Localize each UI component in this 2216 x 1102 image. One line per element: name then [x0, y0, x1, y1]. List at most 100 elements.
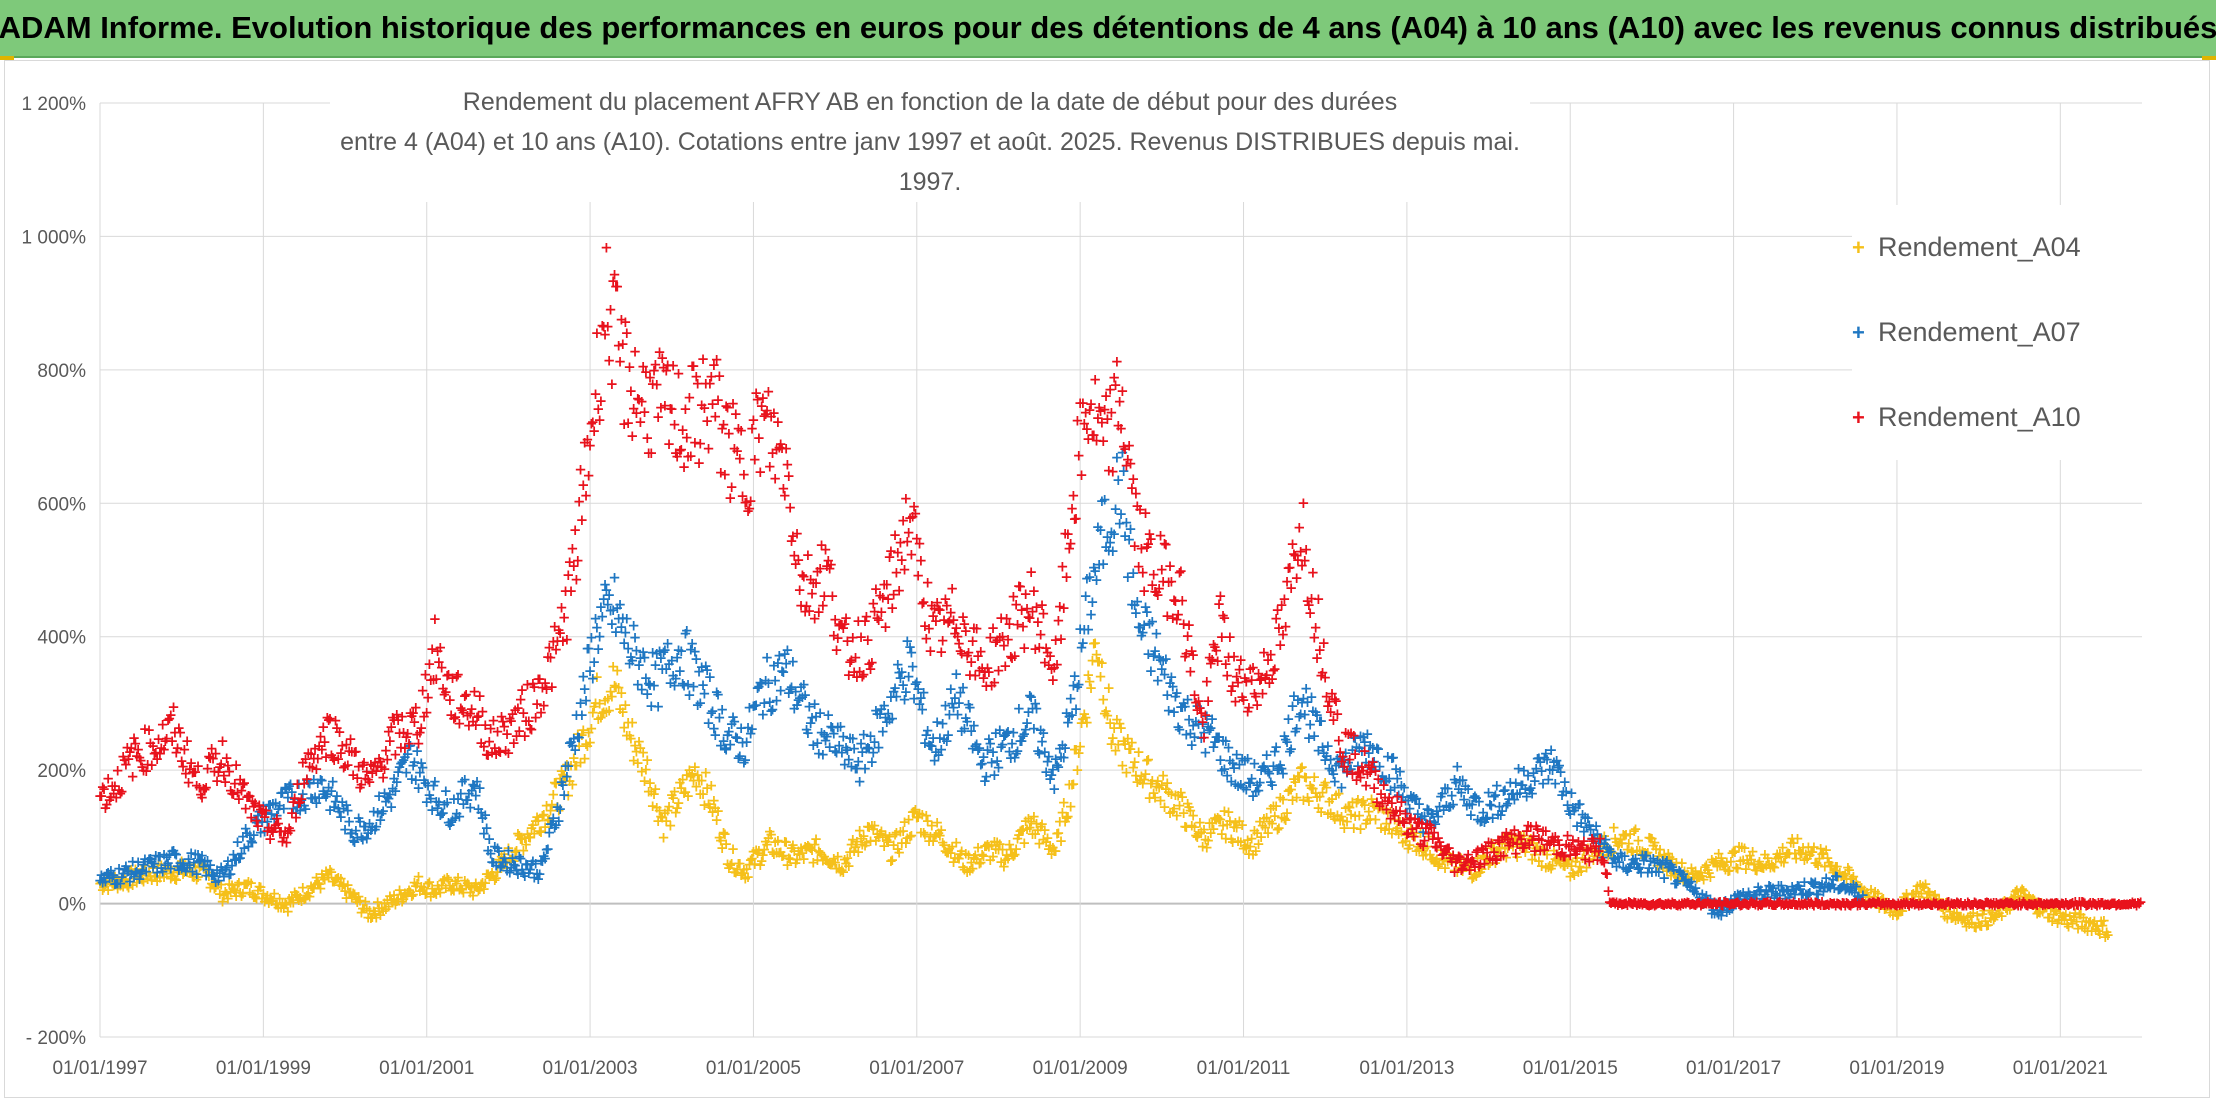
data-point: +: [1279, 618, 1292, 636]
data-point: +: [520, 835, 533, 853]
data-point: +: [557, 765, 570, 783]
data-point: +: [178, 863, 191, 881]
data-point: +: [286, 888, 299, 906]
x-tick-label: 01/01/2011: [1197, 1058, 1291, 1079]
data-point: +: [307, 879, 320, 897]
y-tick-label: - 200%: [26, 1028, 86, 1049]
data-point: +: [343, 884, 356, 902]
data-point: +: [355, 903, 368, 921]
data-point: +: [772, 413, 785, 431]
data-point: +: [802, 546, 815, 564]
data-point: +: [239, 875, 252, 893]
data-point: +: [652, 698, 665, 716]
data-point: +: [354, 891, 367, 909]
data-point: +: [558, 786, 571, 804]
data-point: +: [261, 886, 274, 904]
data-point: +: [1058, 599, 1071, 617]
data-point: +: [621, 324, 634, 342]
data-point: +: [429, 610, 442, 628]
data-point: +: [585, 720, 598, 738]
data-point: +: [267, 892, 280, 910]
data-point: +: [114, 877, 127, 895]
data-point: +: [380, 900, 393, 918]
data-point: +: [99, 875, 112, 893]
data-point: +: [130, 874, 143, 892]
data-point: +: [528, 824, 541, 842]
data-point: +: [566, 776, 579, 794]
data-point: +: [444, 877, 457, 895]
data-point: +: [1073, 676, 1086, 694]
data-point: +: [582, 724, 595, 742]
data-point: +: [879, 618, 892, 636]
data-point: +: [208, 879, 221, 897]
data-point: +: [145, 871, 158, 889]
data-point: +: [233, 874, 246, 892]
data-point: +: [543, 810, 556, 828]
data-point: +: [167, 863, 180, 881]
data-point: +: [1297, 494, 1310, 512]
data-point: +: [1176, 591, 1189, 609]
data-point: +: [615, 684, 628, 702]
data-point: +: [215, 876, 228, 894]
data-point: +: [508, 852, 521, 870]
data-point: +: [106, 874, 119, 892]
data-point: +: [1073, 447, 1086, 465]
data-point: +: [103, 867, 116, 885]
data-point: +: [396, 892, 409, 910]
data-point: +: [295, 790, 308, 808]
data-point: +: [569, 757, 582, 775]
data-point: +: [1224, 628, 1237, 646]
data-point: +: [456, 881, 469, 899]
data-point: +: [523, 828, 536, 846]
data-point: +: [570, 756, 583, 774]
data-point: +: [264, 890, 277, 908]
data-point: +: [291, 886, 304, 904]
data-point: +: [268, 884, 281, 902]
data-point: +: [1187, 646, 1200, 664]
data-point: +: [1123, 437, 1136, 455]
data-point: +: [550, 774, 563, 792]
data-point: +: [518, 829, 531, 847]
data-point: +: [361, 899, 374, 917]
data-point: +: [622, 713, 635, 731]
data-point: +: [599, 692, 612, 710]
data-point: +: [434, 639, 447, 657]
data-point: +: [275, 898, 288, 916]
data-point: +: [1175, 562, 1188, 580]
data-point: +: [290, 886, 303, 904]
data-point: +: [427, 884, 440, 902]
data-point: +: [95, 873, 108, 891]
data-point: +: [476, 874, 489, 892]
data-point: +: [124, 862, 137, 880]
data-point: +: [120, 871, 133, 889]
data-point: +: [840, 609, 853, 627]
data-point: +: [649, 780, 662, 798]
data-point: +: [611, 662, 624, 680]
data-point: +: [573, 737, 586, 755]
data-point: +: [558, 767, 571, 785]
data-point: +: [166, 868, 179, 886]
y-tick-label: 0%: [59, 895, 87, 916]
data-point: +: [516, 830, 529, 848]
data-point: +: [637, 743, 650, 761]
corner-mark-left: [0, 56, 14, 60]
data-point: +: [231, 876, 244, 894]
data-point: +: [601, 690, 614, 708]
data-point: +: [603, 701, 616, 719]
data-point: +: [600, 238, 613, 256]
data-point: +: [224, 883, 237, 901]
data-point: +: [1312, 590, 1325, 608]
data-point: +: [122, 878, 135, 896]
data-point: +: [517, 841, 530, 859]
data-point: +: [144, 868, 157, 886]
data-point: +: [1293, 518, 1306, 536]
data-point: +: [310, 868, 323, 886]
data-point: +: [872, 738, 885, 756]
data-point: +: [446, 880, 459, 898]
data-point: +: [562, 757, 575, 775]
data-point: +: [182, 855, 195, 873]
data-point: +: [580, 735, 593, 753]
data-point: +: [165, 870, 178, 888]
data-point: +: [626, 714, 639, 732]
data-point: +: [339, 882, 352, 900]
